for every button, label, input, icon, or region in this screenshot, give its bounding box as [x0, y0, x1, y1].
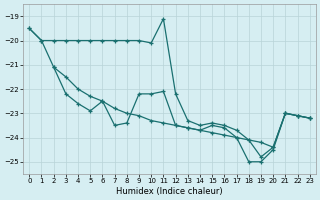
- X-axis label: Humidex (Indice chaleur): Humidex (Indice chaleur): [116, 187, 223, 196]
